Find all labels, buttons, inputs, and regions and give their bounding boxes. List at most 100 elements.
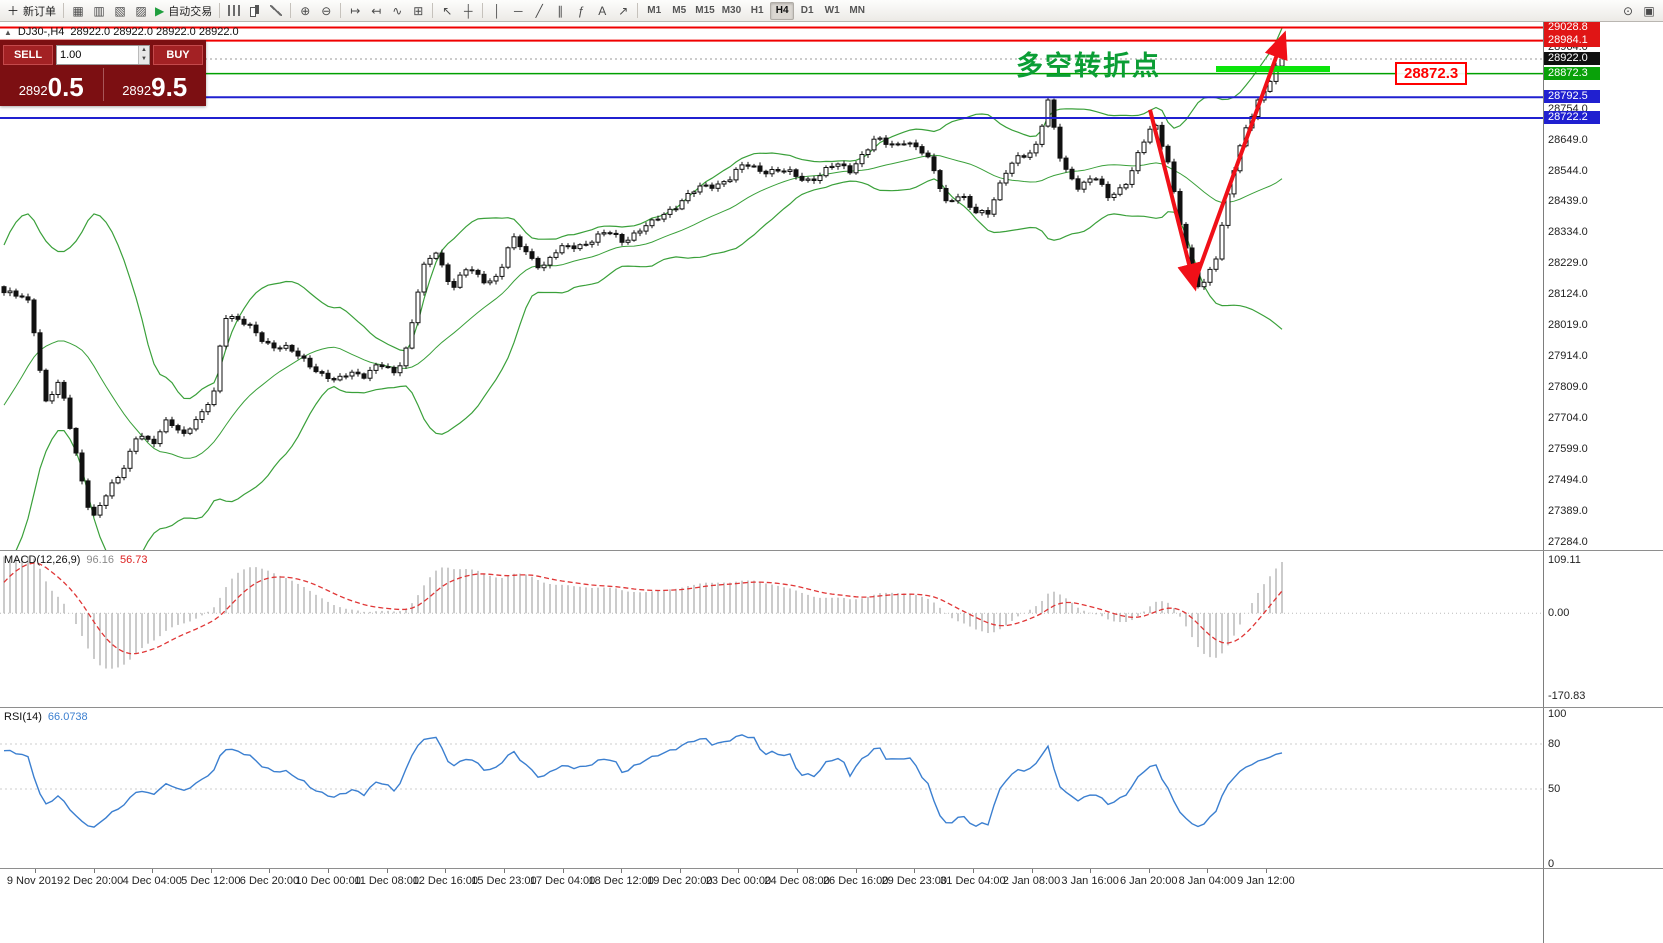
- tf-mn[interactable]: MN: [845, 2, 869, 20]
- time-tick: [679, 869, 681, 873]
- auto-scroll-icon[interactable]: ↦: [345, 2, 365, 20]
- time-label: 5 Dec 12:00: [181, 875, 241, 887]
- time-label: 31 Dec 04:00: [940, 875, 1006, 887]
- tf-mn-label: MN: [849, 5, 865, 16]
- navigator-icon[interactable]: ▧: [110, 2, 130, 20]
- auto-scroll-icon-glyph: ↦: [350, 3, 361, 18]
- print-icon[interactable]: ▣: [1639, 2, 1659, 20]
- time-tick: [797, 869, 799, 873]
- market-watch-icon[interactable]: ▦: [68, 2, 88, 20]
- volume-spinner: ▲ ▼: [138, 45, 149, 64]
- text-icon[interactable]: A: [592, 2, 612, 20]
- tf-w1[interactable]: W1: [820, 2, 844, 20]
- price-marker: 28722.2: [1544, 110, 1600, 124]
- ohlc-values: 28922.0 28922.0 28922.0 28922.0: [70, 26, 239, 38]
- auto-trading-button[interactable]: ▶ 自动交易: [152, 2, 215, 20]
- arrows-icon[interactable]: ↗: [613, 2, 633, 20]
- buy-button[interactable]: BUY: [153, 44, 203, 65]
- one-click-collapse-icon[interactable]: ▲: [4, 27, 12, 37]
- time-label: 11 Dec 08:00: [354, 875, 420, 887]
- price-marker: 29028.8: [1544, 20, 1600, 34]
- tile-windows-icon[interactable]: ⊞: [408, 2, 428, 20]
- time-label: 18 Dec 12:00: [588, 875, 654, 887]
- time-tick: [1266, 869, 1267, 873]
- terminal-icon[interactable]: ▨: [131, 2, 151, 20]
- price-scale[interactable]: 28964.028754.028649.028544.028439.028334…: [1543, 20, 1663, 943]
- time-label: 2 Jan 08:00: [1002, 875, 1061, 887]
- time-label: 12 Dec 16:00: [412, 875, 479, 887]
- cursor-icon[interactable]: ↖: [437, 2, 457, 20]
- macd-indicator-canvas[interactable]: [0, 551, 1543, 706]
- new-order-button[interactable]: ＋新订单: [4, 2, 59, 20]
- tf-d1[interactable]: D1: [795, 2, 819, 20]
- vertical-line-icon[interactable]: │: [487, 2, 507, 20]
- indicators-icon-glyph: ∿: [392, 3, 403, 18]
- macd-signal-value: 56.73: [119, 554, 148, 566]
- time-label: 3 Jan 16:00: [1061, 875, 1119, 887]
- volume-input[interactable]: [57, 48, 138, 61]
- bar-chart-icon[interactable]: [224, 2, 244, 20]
- rsi-axis-label: 80: [1548, 738, 1561, 750]
- rsi-indicator-canvas[interactable]: [0, 708, 1543, 867]
- cursor-icon-glyph: ↖: [442, 3, 453, 18]
- arrows-icon-glyph: ↗: [618, 3, 629, 18]
- channel-icon[interactable]: ∥: [550, 2, 570, 20]
- data-window-icon[interactable]: ▥: [89, 2, 109, 20]
- trendline-icon[interactable]: ╱: [529, 2, 549, 20]
- horizontal-line-icon-glyph: ─: [513, 3, 523, 18]
- main-chart-canvas[interactable]: [0, 22, 1543, 550]
- sell-button[interactable]: SELL: [3, 44, 53, 65]
- tf-m30-label: M30: [721, 5, 742, 16]
- search-icon[interactable]: ⊙: [1618, 2, 1638, 20]
- tf-m30[interactable]: M30: [719, 2, 744, 20]
- bar-chart-icon-glyph: [228, 5, 241, 16]
- tf-m1-label: M1: [647, 5, 662, 16]
- turning-point-annotation[interactable]: 多空转折点: [1016, 51, 1161, 81]
- chart-shift-icon[interactable]: ↤: [366, 2, 386, 20]
- time-tick: [328, 869, 330, 873]
- price-level-tag[interactable]: 28872.3: [1395, 62, 1468, 85]
- tf-m1[interactable]: M1: [642, 2, 666, 20]
- tf-h4[interactable]: H4: [770, 1, 795, 20]
- rsi-panel-divider[interactable]: [0, 707, 1663, 708]
- bid-price: 2892 0.5: [0, 66, 103, 103]
- auto-trading-button-label: 自动交易: [168, 5, 213, 18]
- rsi-label-row: RSI(14) 66.0738: [4, 711, 88, 723]
- price-tick: 27704.0: [1548, 412, 1588, 425]
- zoom-in-icon[interactable]: ⊕: [295, 2, 315, 20]
- toolbar-separator: [340, 3, 342, 18]
- tf-m15-label: M15: [695, 5, 715, 16]
- fibonacci-icon[interactable]: ƒ: [571, 2, 591, 20]
- indicators-icon[interactable]: ∿: [387, 2, 407, 20]
- tf-m15[interactable]: M15: [692, 2, 717, 20]
- tf-h1-label: H1: [750, 5, 764, 16]
- trendline-icon-glyph: ╱: [535, 3, 543, 18]
- time-label: 6 Dec 20:00: [239, 875, 300, 887]
- tf-h1[interactable]: H1: [745, 2, 769, 20]
- time-scale[interactable]: 9 Nov 2019 2 Dec 20:00 4 Dec 04:00 5 Dec 12…: [0, 868, 1543, 894]
- time-tick: [855, 869, 857, 873]
- time-tick: [1148, 869, 1150, 873]
- time-label: 9 Jan 12:00: [1237, 875, 1295, 887]
- ask-price-small-digits: 2892: [122, 82, 152, 98]
- crosshair-icon[interactable]: ┼: [458, 2, 478, 20]
- volume-increase-button[interactable]: ▲: [139, 45, 149, 55]
- line-chart-icon[interactable]: [266, 2, 286, 20]
- time-label: 29 Dec 23:00: [881, 875, 947, 887]
- terminal-icon-glyph: ▨: [135, 3, 147, 18]
- candlestick-chart-icon[interactable]: [245, 2, 265, 20]
- time-label: 9 Nov 2019: [6, 875, 64, 887]
- horizontal-line-icon[interactable]: ─: [508, 2, 528, 20]
- macd-axis-label: 109.11: [1548, 554, 1581, 567]
- price-tick: 28439.0: [1548, 195, 1588, 208]
- toolbar-separator: [482, 3, 484, 18]
- price-tick: 27494.0: [1548, 474, 1588, 487]
- tf-m5[interactable]: M5: [667, 2, 691, 20]
- macd-panel-divider[interactable]: [0, 550, 1663, 551]
- data-window-icon-glyph: ▥: [93, 3, 105, 18]
- volume-decrease-button[interactable]: ▼: [139, 54, 149, 64]
- zoom-out-icon[interactable]: ⊖: [316, 2, 336, 20]
- time-tick: [152, 869, 154, 873]
- new-order-button-label: 新订单: [23, 5, 57, 18]
- auto-trading-button-glyph: ▶: [155, 3, 165, 18]
